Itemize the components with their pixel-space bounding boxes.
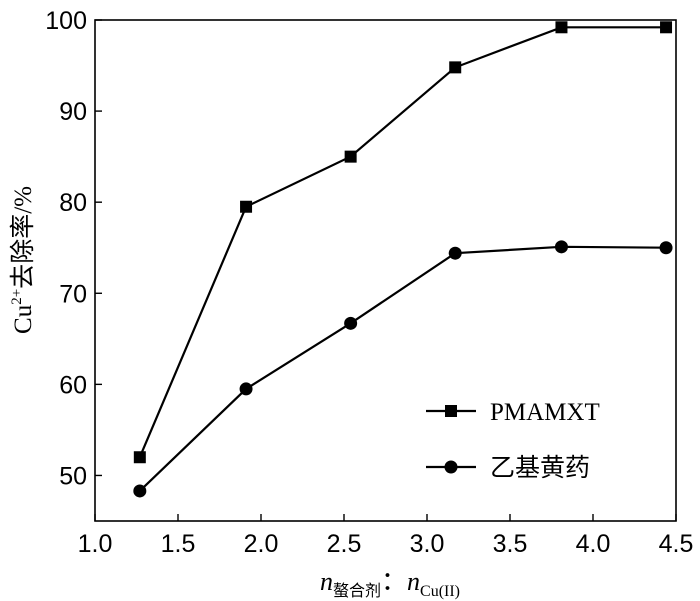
data-point-1-2 bbox=[344, 316, 358, 330]
series-group bbox=[133, 21, 673, 498]
series-line-0 bbox=[138, 26, 666, 458]
y-tick-label-0: 50 bbox=[59, 462, 87, 490]
y-tick-label-1: 60 bbox=[59, 371, 87, 399]
x-tick-label-7: 4.5 bbox=[659, 530, 694, 558]
x-axis-label-sub1: 螯合剂 bbox=[333, 582, 381, 600]
legend-label-1: 乙基黄药 bbox=[490, 454, 590, 482]
y-axis-label-sup: 2+ bbox=[9, 289, 25, 305]
series-1 bbox=[133, 240, 673, 498]
x-axis-label-sep: ： bbox=[381, 567, 407, 596]
y-tick-label-5: 100 bbox=[45, 7, 87, 35]
data-point-0-2 bbox=[344, 150, 357, 163]
data-point-1-1 bbox=[239, 382, 253, 396]
legend-marker-1 bbox=[444, 460, 458, 474]
plot-frame bbox=[94, 19, 677, 522]
x-axis-label: n螯合剂：nCu(II) bbox=[320, 567, 460, 600]
x-tick-label-3: 2.5 bbox=[327, 530, 362, 558]
data-point-0-1 bbox=[240, 200, 253, 213]
legend-label-0: PMAMXT bbox=[490, 399, 600, 426]
series-0 bbox=[133, 21, 673, 464]
x-tick-label-6: 4.0 bbox=[576, 530, 611, 558]
x-tick-label-5: 3.5 bbox=[493, 530, 528, 558]
y-axis-label-suffix: 去除率/% bbox=[9, 186, 37, 289]
x-axis-label-n2: n bbox=[407, 567, 420, 596]
data-point-0-4 bbox=[555, 21, 568, 34]
data-point-0-0 bbox=[133, 451, 146, 464]
data-point-1-0 bbox=[133, 484, 147, 498]
legend: PMAMXT 乙基黄药 bbox=[426, 399, 600, 482]
data-point-0-3 bbox=[449, 61, 462, 74]
series-line-1 bbox=[139, 245, 667, 492]
y-tick-label-4: 90 bbox=[59, 98, 87, 126]
x-axis-label-n1: n bbox=[320, 567, 333, 596]
data-point-0-5 bbox=[660, 21, 673, 34]
y-axis-label-prefix: Cu bbox=[10, 304, 37, 334]
y-axis-ticks: 50 60 70 80 90 100 bbox=[45, 7, 102, 490]
data-point-1-3 bbox=[448, 246, 462, 260]
data-point-1-4 bbox=[554, 240, 568, 254]
x-tick-label-1: 1.5 bbox=[161, 530, 196, 558]
legend-marker-0 bbox=[445, 405, 457, 417]
axes bbox=[94, 19, 677, 522]
x-axis-ticks: 1.0 1.5 2.0 2.5 3.0 3.5 4.0 4.5 bbox=[78, 514, 694, 558]
data-point-1-5 bbox=[659, 241, 673, 255]
x-tick-label-4: 3.0 bbox=[410, 530, 445, 558]
x-tick-label-2: 2.0 bbox=[244, 530, 279, 558]
x-tick-label-0: 1.0 bbox=[78, 530, 113, 558]
x-axis-label-sub2: Cu(II) bbox=[420, 583, 460, 600]
y-tick-label-3: 80 bbox=[59, 189, 87, 217]
y-tick-label-2: 70 bbox=[59, 280, 87, 308]
y-axis-label: Cu2+去除率/% bbox=[9, 186, 37, 334]
